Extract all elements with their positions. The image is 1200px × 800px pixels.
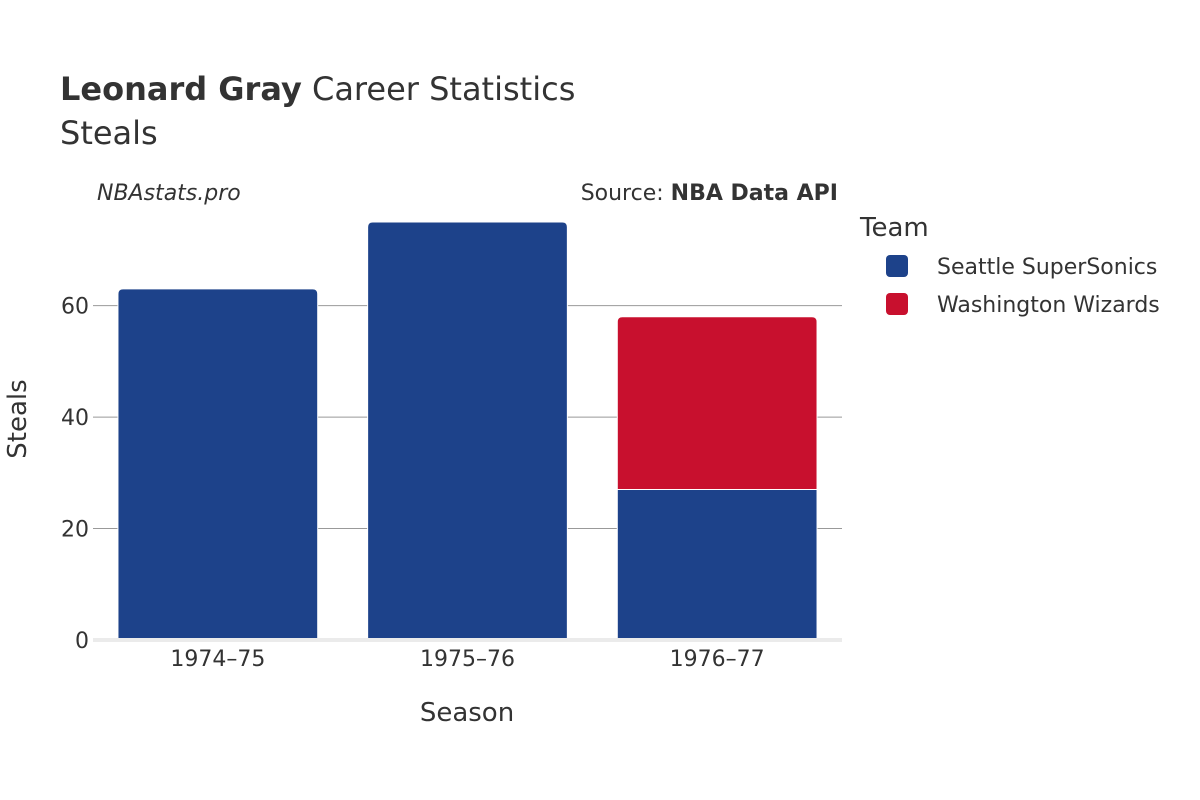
x-tick-label-0: 1974–75 [170, 647, 265, 672]
legend: Seattle SuperSonics Washington Wizards [886, 255, 1160, 318]
legend-swatch-1 [886, 293, 908, 315]
y-tick-label-0: 0 [75, 629, 89, 654]
source-name: NBA Data API [671, 181, 838, 206]
title-player-name: Leonard Gray [60, 70, 302, 108]
legend-swatch-0 [886, 255, 908, 277]
source-prefix: Source: [581, 181, 671, 206]
bars-layer [117, 221, 818, 641]
y-tick-label-3: 60 [61, 295, 89, 320]
x-tick-label-2: 1976–77 [670, 647, 765, 672]
y-ticks-layer: 0 20 40 60 [61, 295, 89, 654]
source-credit: Source: NBA Data API [581, 181, 838, 206]
x-ticks-layer: 1974–75 1975–76 1976–77 [170, 647, 764, 672]
chart-title: Leonard Gray Career Statistics [60, 70, 575, 108]
legend-label-1: Washington Wizards [937, 293, 1160, 318]
watermark: NBAstats.pro [97, 181, 241, 206]
x-tick-label-1: 1975–76 [420, 647, 515, 672]
bar-2-series-1[interactable] [616, 316, 818, 491]
bar-1-series-0[interactable] [367, 221, 568, 641]
legend-item-1[interactable]: Washington Wizards [886, 293, 1160, 318]
legend-item-0[interactable]: Seattle SuperSonics [886, 255, 1157, 280]
legend-label-0: Seattle SuperSonics [937, 255, 1157, 280]
chart-subtitle: Steals [60, 114, 158, 152]
title-rest: Career Statistics [312, 70, 575, 108]
y-axis-label: Steals [3, 379, 33, 458]
bar-0-series-0[interactable] [117, 288, 319, 641]
bar-2-series-0[interactable] [616, 489, 818, 641]
x-axis-label: Season [420, 698, 514, 728]
legend-title: Team [859, 213, 929, 243]
y-tick-label-1: 20 [61, 518, 89, 543]
y-tick-label-2: 40 [61, 406, 89, 431]
x-axis-baseline [93, 638, 842, 642]
